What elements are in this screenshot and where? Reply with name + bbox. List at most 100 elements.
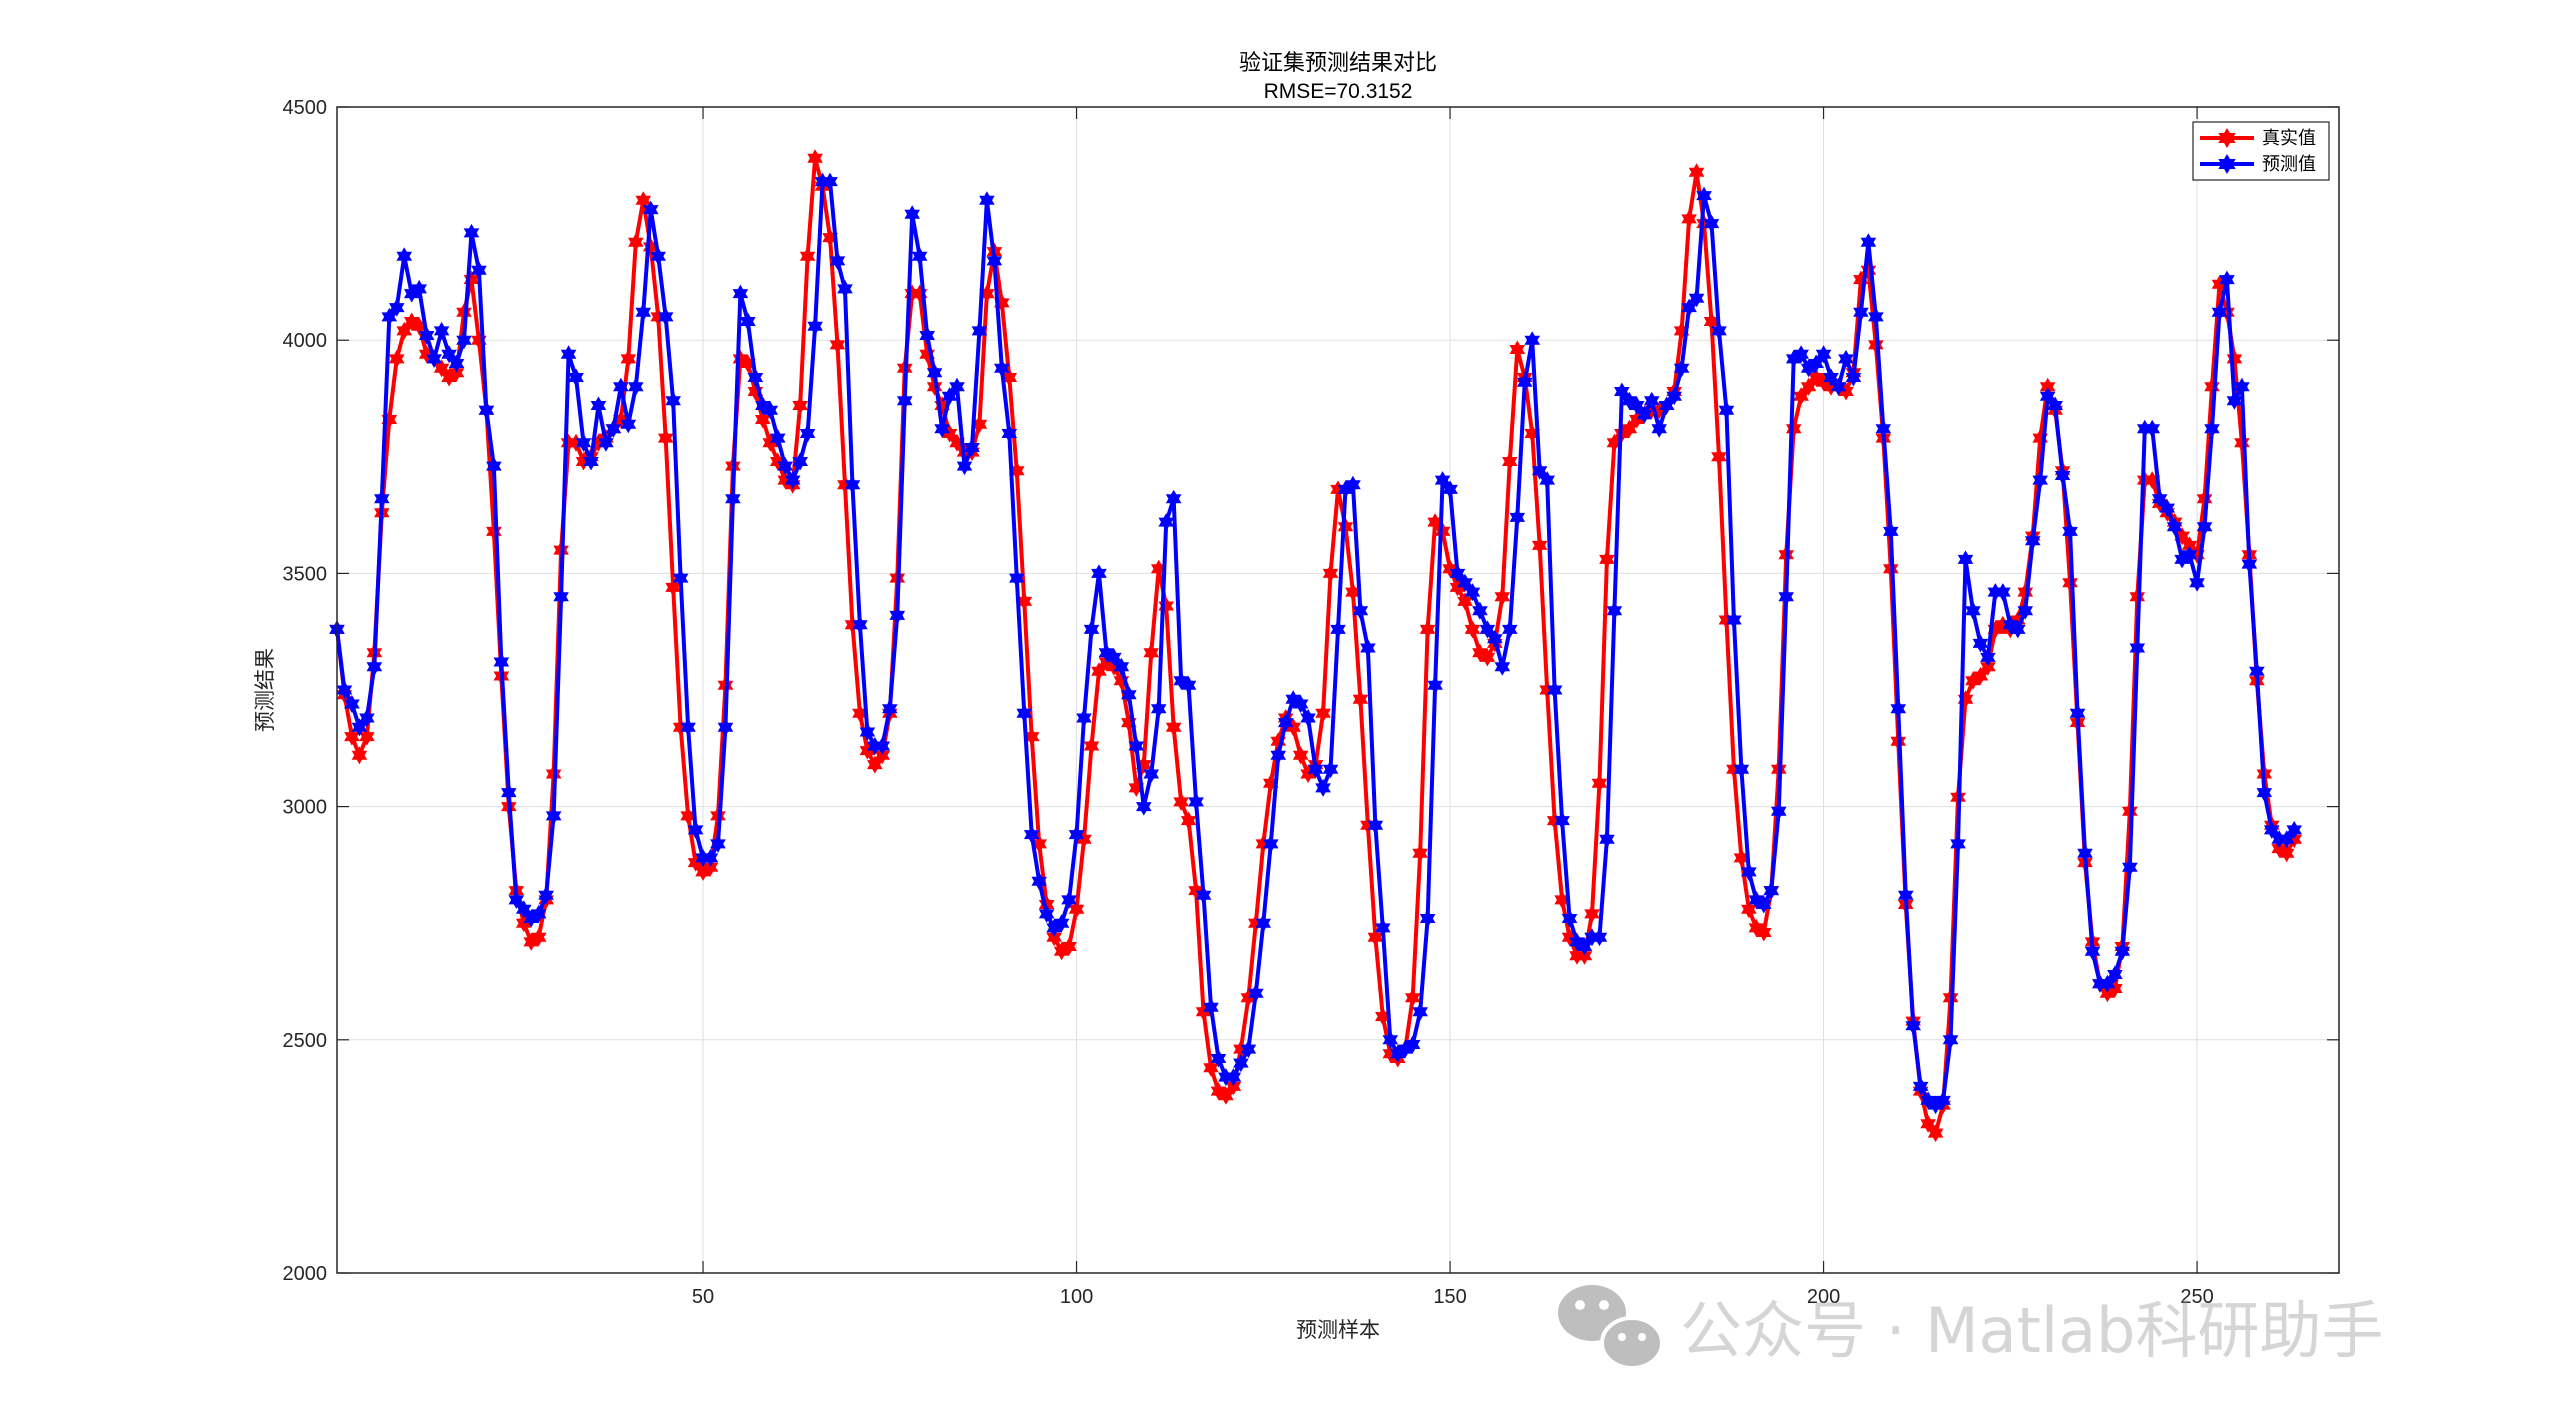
data-point (448, 363, 465, 382)
data-point (919, 326, 935, 345)
data-point (710, 834, 726, 853)
data-point (1322, 564, 1339, 583)
data-point (1591, 774, 1608, 793)
data-point (2181, 545, 2198, 564)
data-point (2256, 783, 2273, 802)
data-point (1135, 797, 1152, 816)
data-point (1442, 480, 1458, 499)
data-point (1270, 746, 1287, 765)
y-tick-label: 2000 (283, 1263, 328, 1285)
y-tick-label: 4500 (283, 97, 328, 119)
data-point (1158, 513, 1174, 532)
data-point (717, 718, 734, 737)
x-tick-label: 250 (2180, 1286, 2213, 1308)
data-point (2047, 396, 2063, 415)
data-point (1046, 928, 1062, 947)
data-point (1195, 886, 1212, 905)
data-point (1793, 345, 1809, 364)
data-point (351, 746, 368, 765)
data-point (882, 699, 898, 718)
watermark: 公众号 · Matlab科研助手 (1558, 1285, 2384, 1370)
data-point (613, 377, 629, 396)
data-point (1091, 564, 1107, 583)
data-point (545, 806, 562, 825)
axes-box (336, 106, 2340, 1274)
data-point (792, 396, 808, 415)
ticks: 50 100 150 200 250 2000 2500 3000 3500 4000 4500 (283, 97, 2339, 1308)
data-point (732, 284, 749, 303)
data-point (911, 247, 928, 266)
data-point (799, 424, 816, 443)
data-point (1165, 489, 1182, 508)
data-point (859, 722, 876, 742)
data-point (568, 368, 584, 387)
data-point (366, 657, 383, 676)
data-point (1494, 587, 1511, 606)
data-point (2010, 620, 2026, 639)
data-point (2107, 965, 2123, 984)
data-point (926, 363, 943, 382)
y-tick-label: 3500 (283, 563, 328, 585)
data-point (949, 377, 965, 396)
data-point (986, 251, 1003, 270)
data-point (837, 279, 853, 298)
data-point (2062, 522, 2078, 541)
data-point (478, 401, 495, 420)
data-point (650, 247, 666, 266)
data-point (1629, 396, 1645, 415)
data-point (1330, 620, 1346, 639)
data-point (635, 303, 652, 322)
data-point (1300, 708, 1316, 728)
data-point (994, 359, 1010, 378)
data-point (1666, 387, 1682, 406)
data-point (2226, 391, 2243, 410)
data-point (2032, 471, 2048, 490)
x-tick-label: 150 (1433, 1286, 1466, 1308)
data-point (1233, 1054, 1249, 1073)
data-point (1546, 680, 1563, 700)
data-point (889, 606, 906, 625)
data-point (687, 820, 704, 839)
data-point (1890, 699, 1907, 718)
data-point (2166, 517, 2183, 536)
data-point (807, 149, 823, 168)
x-tick-label: 100 (1060, 1286, 1093, 1308)
data-point (1001, 424, 1018, 443)
data-point (1980, 648, 1996, 667)
data-point (1472, 601, 1488, 620)
data-point (1457, 573, 1473, 592)
data-point (530, 928, 547, 947)
data-point (1927, 1124, 1944, 1143)
data-point (1262, 834, 1279, 853)
data-point (1972, 634, 1989, 653)
data-point (1957, 550, 1974, 569)
data-point (1143, 765, 1160, 783)
data-point (486, 457, 502, 476)
data-point (1412, 844, 1428, 863)
data-point (1449, 564, 1466, 583)
data-point (2114, 942, 2131, 961)
data-point (2241, 555, 2258, 574)
data-point (874, 736, 891, 756)
data-point (822, 172, 838, 191)
data-point (463, 223, 480, 242)
data-point (441, 345, 457, 364)
data-point (1875, 419, 1892, 438)
data-point (1815, 345, 1832, 364)
data-point (1853, 303, 1869, 322)
data-point (1576, 946, 1593, 965)
data-point (1203, 998, 1219, 1017)
data-point (1031, 872, 1047, 891)
data-point (1696, 186, 1712, 205)
data-point (2204, 419, 2220, 438)
data-point (590, 396, 607, 415)
data-point (2144, 419, 2161, 438)
data-point (1479, 620, 1496, 639)
data-point (1434, 471, 1451, 490)
data-point (1382, 1030, 1399, 1049)
data-point (1688, 163, 1705, 182)
data-point (1509, 340, 1526, 359)
data-point (740, 312, 756, 331)
data-point (1061, 890, 1077, 909)
data-point (1106, 648, 1122, 667)
